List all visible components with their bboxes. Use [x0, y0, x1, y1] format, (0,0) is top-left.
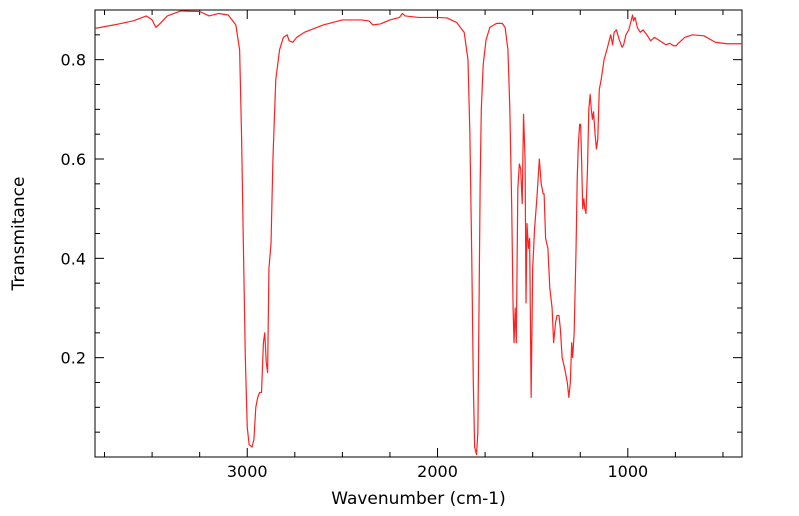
- y-axis-title: Transmitance: [9, 177, 29, 292]
- spectrum-line: [95, 10, 742, 456]
- x-tick-label: 2000: [417, 462, 458, 481]
- y-tick-label: 0.2: [61, 349, 86, 368]
- y-tick-label: 0.6: [61, 150, 86, 169]
- y-axis: 0.2 0.4 0.6 0.8: [61, 9, 742, 433]
- y-tick-label: 0.8: [61, 51, 86, 70]
- y-tick-label: 0.4: [61, 249, 86, 268]
- x-tick-label: 1000: [607, 462, 648, 481]
- x-axis: 3000 2000 1000: [104, 10, 724, 481]
- plot-frame: [94, 9, 743, 458]
- series-group: [95, 10, 742, 456]
- x-axis-title: Wavenumber (cm-1): [331, 489, 506, 509]
- x-tick-label: 3000: [227, 462, 268, 481]
